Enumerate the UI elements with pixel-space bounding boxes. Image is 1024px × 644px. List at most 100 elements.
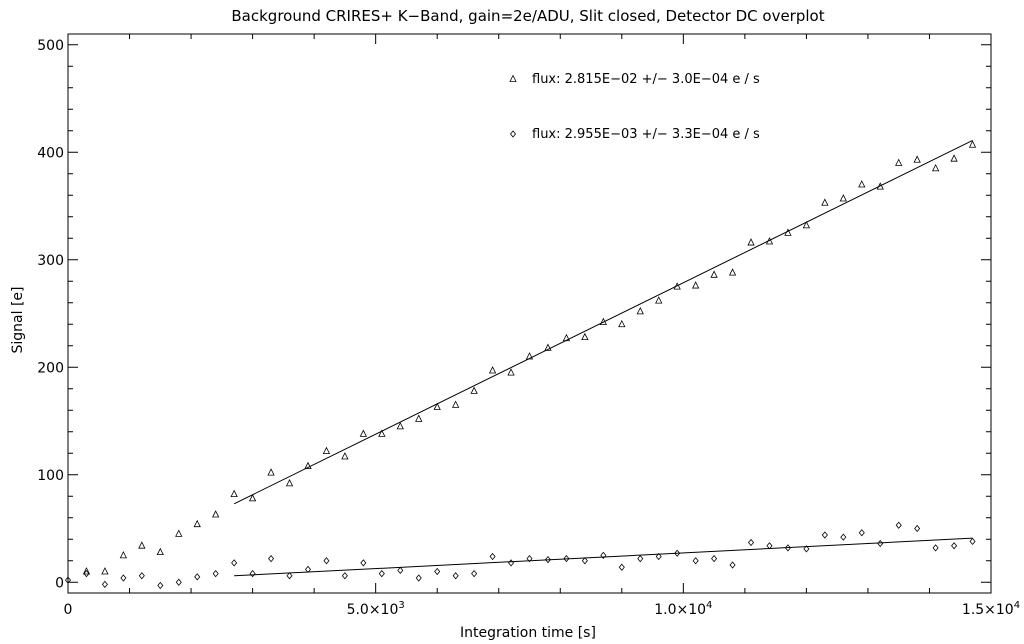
diamond-point (452, 572, 459, 580)
diamond-point (120, 574, 127, 582)
triangle-point (285, 478, 294, 487)
triangle-point (212, 510, 220, 518)
triangle-point (525, 352, 534, 360)
diamond-point (194, 573, 201, 581)
triangle-point (839, 194, 847, 202)
fit-line-2 (234, 537, 973, 577)
y-tick-label: 300 (37, 253, 64, 269)
triangle-point (452, 400, 460, 408)
y-axis-label: Signal [e] (10, 287, 26, 354)
triangle-point (618, 319, 626, 328)
diamond-point (729, 561, 736, 569)
triangle-point (544, 343, 552, 351)
triangle-point (562, 333, 571, 342)
diamond-point (434, 567, 441, 576)
triangle-point (710, 270, 718, 278)
triangle-point (599, 317, 607, 326)
triangle-point (248, 494, 257, 502)
diamond-point (563, 554, 570, 563)
diamond-point (360, 559, 367, 567)
y-tick-labels: 0 100 200 300 400 500 (37, 38, 64, 592)
x-tick-label: 1.5×104 (962, 600, 1020, 618)
triangle-point (747, 238, 755, 246)
diamond-point (157, 581, 164, 590)
diamond-point (637, 554, 644, 563)
triangle-point (858, 180, 866, 188)
x-tick-label: 5.0×103 (347, 600, 405, 618)
diamond-point (784, 544, 791, 552)
y-tick-label: 500 (37, 38, 64, 54)
diamond-point (858, 529, 865, 537)
x-axis-label: Integration time [s] (460, 625, 596, 641)
triangle-point (507, 368, 515, 376)
triangle-point (175, 529, 183, 537)
x-tick-labels: 0 5.0×103 1.0×104 1.5×104 (64, 600, 1021, 618)
diamond-point (821, 531, 828, 539)
triangle-point (931, 163, 940, 172)
triangle-point (101, 567, 109, 575)
diamond-point (618, 563, 625, 571)
diamond-point (747, 538, 755, 547)
diamond-point (544, 556, 551, 564)
diamond-point (711, 554, 718, 563)
triangle-point (968, 140, 977, 148)
data-markers (64, 140, 977, 590)
y-tick-label: 0 (55, 575, 64, 591)
x-tick-label: 0 (64, 602, 73, 618)
diamond-point (231, 559, 238, 567)
triangle-point (433, 402, 441, 410)
x-tick-label: 1.0×104 (654, 600, 712, 618)
triangle-point (322, 446, 331, 455)
diamond-point (969, 537, 976, 546)
triangle-point (636, 306, 644, 315)
diamond-point (212, 570, 219, 578)
diamond-point (489, 552, 496, 561)
diamond-point (175, 578, 182, 586)
diamond-point (914, 524, 921, 533)
diamond-point (64, 576, 72, 584)
triangle-point (950, 154, 958, 162)
triangle-point (821, 198, 829, 206)
plot-border (67, 33, 992, 594)
diamond-point (249, 570, 256, 578)
diamond-point (378, 570, 385, 578)
legend-entry: flux: 2.815E−02 +/− 3.0E−04 e / s (532, 72, 760, 87)
triangle-point (876, 182, 884, 190)
diamond-point (397, 566, 404, 575)
diamond-point (341, 572, 348, 580)
diamond-point (304, 565, 312, 573)
diamond-point (766, 542, 773, 550)
diamond-point (138, 572, 145, 580)
diamond-point (932, 544, 939, 552)
diamond-point (101, 580, 108, 589)
diamond-point (840, 533, 847, 541)
triangle-point (488, 366, 497, 374)
diamond-point (415, 574, 422, 582)
diamond-point (526, 554, 533, 563)
diamond-point (323, 557, 330, 565)
diamond-point (83, 570, 90, 578)
triangle-point (581, 332, 589, 341)
legend-marker-diamond (509, 130, 517, 138)
triangle-point (415, 414, 423, 422)
triangle-point (138, 541, 146, 549)
legend: flux: 2.815E−02 +/− 3.0E−04 e / s flux: 2… (509, 72, 760, 142)
triangle-point (728, 268, 737, 276)
triangle-point (230, 489, 238, 498)
diamond-point (655, 552, 662, 561)
triangle-point (913, 155, 921, 163)
triangle-point (82, 567, 91, 575)
diamond-point (877, 539, 884, 548)
axis-ticks (67, 34, 992, 593)
legend-marker-triangle (509, 74, 517, 82)
triangle-point (655, 296, 663, 304)
triangle-point (119, 550, 128, 559)
diamond-point (803, 545, 810, 553)
triangle-point (673, 282, 681, 290)
diamond-point (268, 554, 275, 563)
triangle-point (765, 237, 774, 245)
triangle-point (156, 547, 164, 556)
triangle-point (396, 421, 404, 430)
y-tick-label: 400 (37, 145, 64, 161)
